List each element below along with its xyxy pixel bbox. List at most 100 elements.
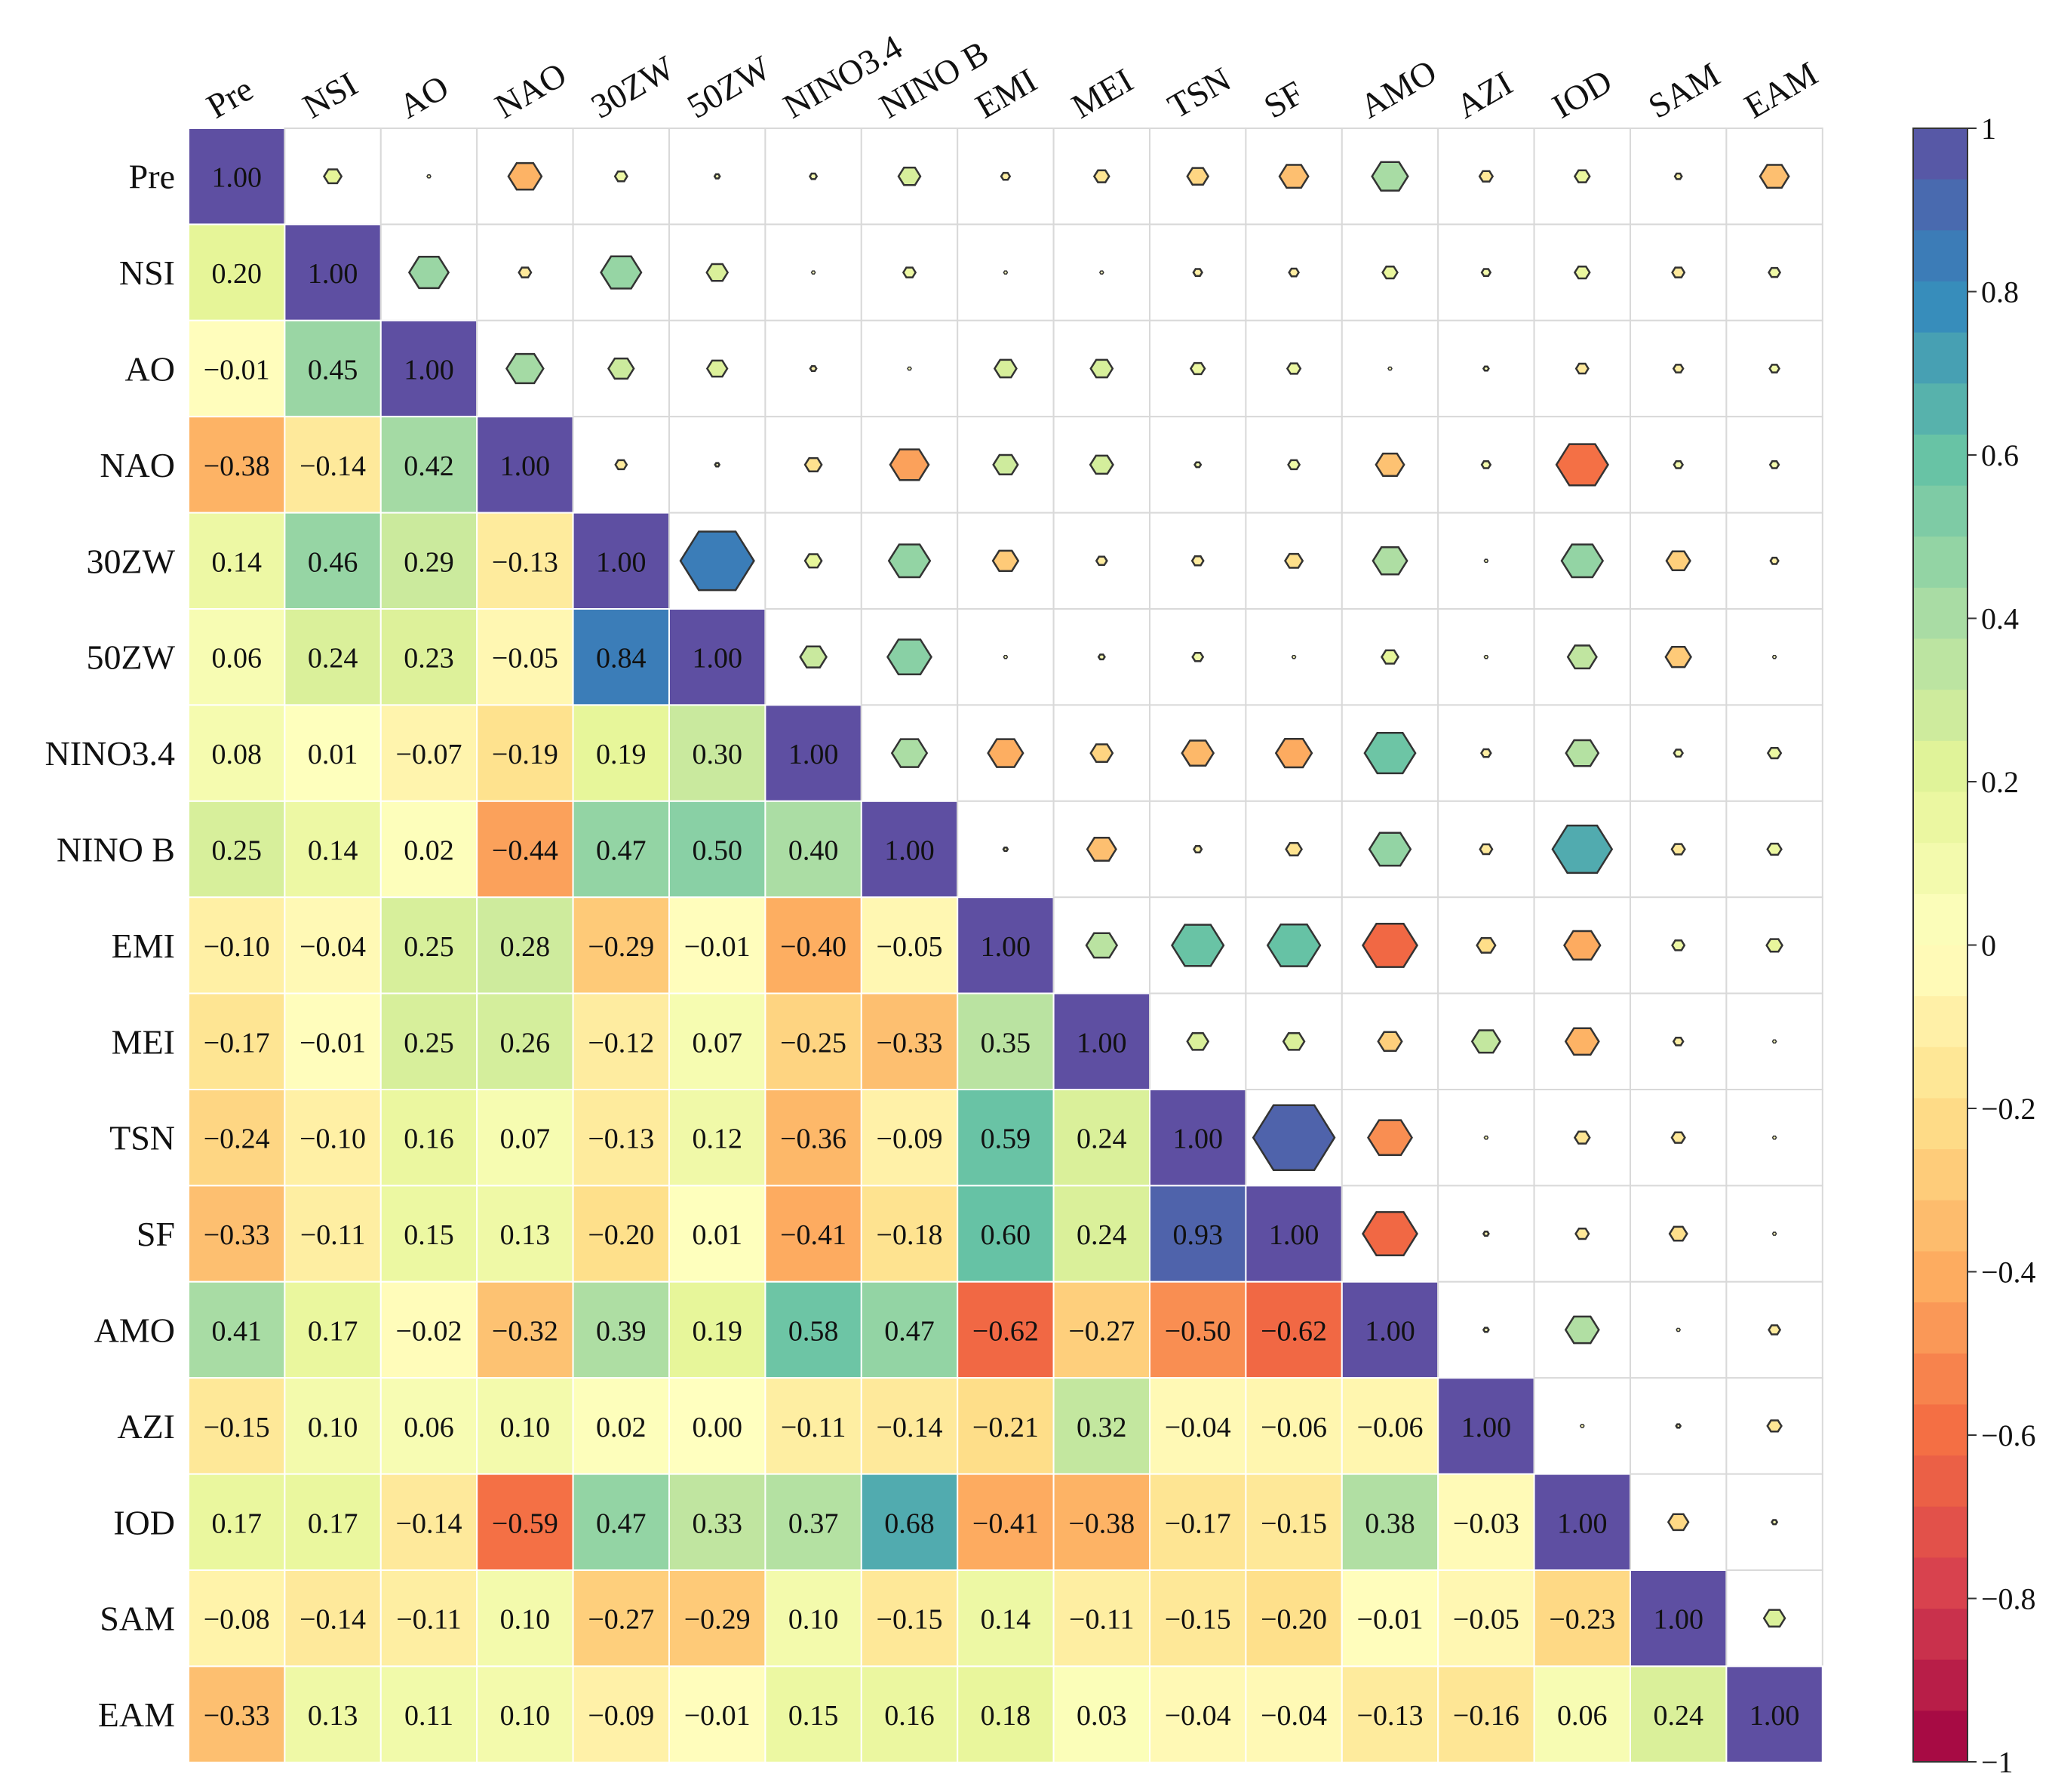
cell-value: −0.01 bbox=[1357, 1604, 1424, 1636]
correlation-hexagon bbox=[1668, 1225, 1688, 1242]
cell-value: −0.08 bbox=[204, 1604, 270, 1636]
correlation-hexagon bbox=[1274, 737, 1313, 769]
correlation-hexagon bbox=[1095, 555, 1108, 567]
heatmap-cell bbox=[668, 1665, 766, 1763]
heatmap-cell bbox=[1149, 1569, 1247, 1668]
correlation-hexagon bbox=[1675, 1423, 1682, 1429]
heatmap-cell bbox=[1437, 1473, 1535, 1571]
correlation-hexagon bbox=[1563, 930, 1602, 961]
correlation-hexagon bbox=[809, 365, 818, 372]
cell-value: 0.25 bbox=[404, 931, 454, 963]
row-label: TSN bbox=[109, 1119, 175, 1157]
cell-value: −0.18 bbox=[877, 1219, 943, 1251]
correlation-hexagon bbox=[1482, 365, 1490, 372]
cell-value: 0.18 bbox=[981, 1700, 1031, 1732]
correlation-hexagon bbox=[1171, 924, 1225, 967]
correlation-hexagon bbox=[1375, 452, 1405, 477]
cell-value: 0.03 bbox=[1077, 1700, 1127, 1732]
cell-value: −0.24 bbox=[204, 1123, 270, 1155]
column-label: AMO bbox=[1353, 52, 1442, 126]
cell-value: 0.46 bbox=[308, 546, 358, 578]
column-label: TSN bbox=[1161, 60, 1237, 126]
cell-value: 0.28 bbox=[500, 931, 551, 963]
heatmap-cell bbox=[957, 896, 1055, 994]
cell-value: −0.27 bbox=[588, 1604, 654, 1636]
correlation-hexagon bbox=[1003, 654, 1009, 659]
cell-value: 0.17 bbox=[211, 1508, 262, 1539]
glyph-cell bbox=[1533, 896, 1631, 994]
correlation-hexagon bbox=[1574, 1227, 1590, 1240]
cell-value: 0.30 bbox=[692, 739, 742, 770]
cell-value: −0.14 bbox=[300, 450, 366, 482]
heatmap-cell bbox=[1052, 992, 1150, 1090]
heatmap-cell bbox=[284, 416, 382, 514]
cell-value: 1.00 bbox=[1269, 1219, 1319, 1251]
correlation-hexagon bbox=[1479, 843, 1494, 856]
heatmap-cell bbox=[1341, 1665, 1439, 1763]
cell-value: −0.33 bbox=[877, 1027, 943, 1059]
cell-value: 1.00 bbox=[1365, 1316, 1415, 1348]
cell-value: 0.10 bbox=[500, 1700, 551, 1732]
cell-value: −0.15 bbox=[204, 1412, 270, 1443]
correlation-hexagon bbox=[1181, 739, 1215, 767]
colorbar-tick-label: 0.4 bbox=[1981, 602, 2019, 636]
colorbar-segment bbox=[1913, 1659, 1968, 1711]
heatmap-cell bbox=[957, 1280, 1055, 1379]
cell-value: −0.02 bbox=[396, 1316, 462, 1348]
cell-value: −0.13 bbox=[1357, 1700, 1424, 1732]
colorbar-tick-label: 0.2 bbox=[1981, 765, 2019, 799]
correlation-hexagon bbox=[987, 738, 1024, 768]
heatmap-cell bbox=[1341, 1377, 1439, 1475]
cell-value: −0.06 bbox=[1357, 1412, 1424, 1443]
correlation-hexagon bbox=[1285, 841, 1303, 857]
correlation-hexagon bbox=[1483, 654, 1489, 659]
cell-value: 0.19 bbox=[692, 1316, 742, 1348]
row-label: AMO bbox=[94, 1311, 175, 1350]
heatmap-cell bbox=[284, 1280, 382, 1379]
cell-value: 0.10 bbox=[500, 1604, 551, 1636]
cell-value: 0.06 bbox=[211, 643, 262, 675]
cell-value: −0.21 bbox=[972, 1412, 1039, 1443]
cell-value: −0.62 bbox=[1261, 1316, 1327, 1348]
heatmap-cell bbox=[284, 319, 382, 418]
cell-value: −0.33 bbox=[204, 1219, 270, 1251]
heatmap-cell bbox=[476, 1665, 574, 1763]
cell-value: 1.00 bbox=[211, 162, 262, 194]
cell-value: 0.06 bbox=[404, 1412, 454, 1443]
correlation-hexagon bbox=[705, 359, 729, 378]
correlation-hexagon bbox=[607, 357, 635, 380]
correlation-hexagon bbox=[803, 553, 823, 569]
heatmap-cell bbox=[668, 1089, 766, 1187]
correlation-hexagon bbox=[323, 168, 343, 185]
heatmap-cell bbox=[284, 1569, 382, 1668]
heatmap-cell bbox=[1341, 1280, 1439, 1379]
heatmap-cell bbox=[476, 992, 574, 1090]
cell-value: 1.00 bbox=[1461, 1412, 1512, 1443]
correlation-hexagon bbox=[1673, 748, 1684, 758]
colorbar-tick-label: 1 bbox=[1981, 112, 1996, 146]
correlation-hexagon bbox=[1555, 443, 1609, 487]
correlation-hexagon bbox=[1566, 644, 1598, 670]
cell-value: −0.11 bbox=[396, 1604, 462, 1636]
heatmap-cell bbox=[284, 704, 382, 802]
row-label: SF bbox=[137, 1215, 175, 1253]
correlation-hexagon bbox=[1766, 842, 1783, 856]
correlation-hexagon bbox=[1480, 460, 1492, 469]
glyph-cell bbox=[572, 223, 670, 321]
cell-value: −0.50 bbox=[1165, 1316, 1231, 1348]
correlation-hexagon bbox=[1670, 1131, 1686, 1144]
heatmap-cell bbox=[668, 896, 766, 994]
heatmap-cell bbox=[1149, 1473, 1247, 1571]
heatmap-cell bbox=[476, 416, 574, 514]
heatmap-cell bbox=[284, 1665, 382, 1763]
cell-value: −0.04 bbox=[300, 931, 366, 963]
column-label: EAM bbox=[1738, 54, 1824, 125]
colorbar-segment bbox=[1913, 1353, 1968, 1406]
colorbar-segment bbox=[1913, 638, 1968, 690]
heatmap-cell bbox=[860, 1473, 959, 1571]
heatmap-cell bbox=[572, 512, 670, 610]
correlation-hexagon bbox=[1673, 172, 1683, 180]
correlation-hexagon bbox=[1003, 270, 1009, 275]
cell-value: −0.15 bbox=[877, 1604, 943, 1636]
